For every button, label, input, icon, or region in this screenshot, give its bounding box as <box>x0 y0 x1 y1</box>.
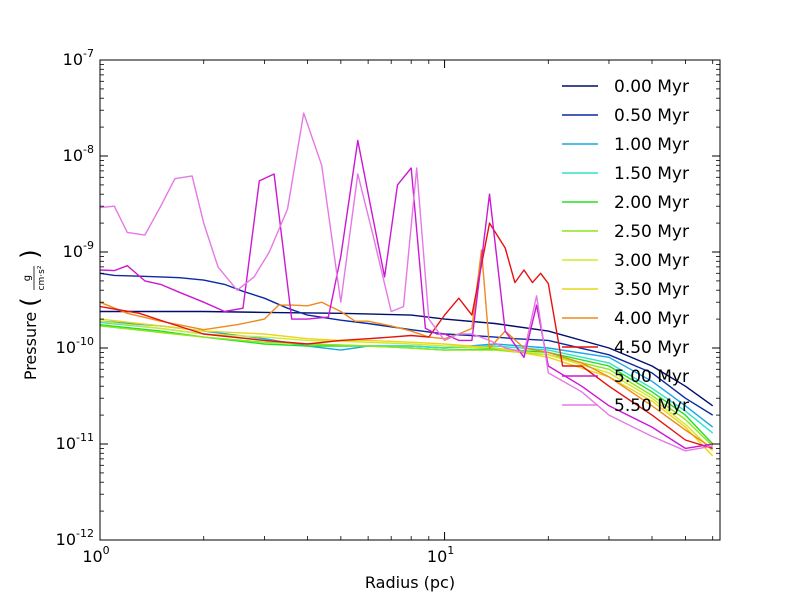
series-line-0-00-myr <box>100 310 714 407</box>
y-tick-label: 10-12 <box>56 527 94 549</box>
y-tick-label: 10-9 <box>63 239 94 261</box>
legend-label: 4.50 Myr <box>614 338 689 358</box>
legend: 0.00 Myr 0.50 Myr 1.00 Myr 1.50 Myr 2.00 Myr… <box>562 77 689 416</box>
legend-label: 1.00 Myr <box>614 135 689 155</box>
series-line-4-50-myr <box>100 222 713 450</box>
svg-text:g: g <box>22 275 33 281</box>
y-tick-label: 10-11 <box>56 431 94 453</box>
legend-label: 2.00 Myr <box>614 193 689 213</box>
series-line-2-50-myr <box>100 325 714 447</box>
y-tick-label: 10-7 <box>63 47 94 69</box>
legend-label: 2.50 Myr <box>614 222 689 242</box>
x-tick-label: 100 <box>82 544 109 566</box>
series-layer <box>100 112 714 457</box>
legend-label: 4.00 Myr <box>614 309 689 329</box>
series-line-5-50-myr <box>100 112 713 452</box>
legend-label: 0.50 Myr <box>614 106 689 126</box>
y-axis-label: Pressure ( g cm·s² ) <box>16 249 47 380</box>
y-tick-label: 10-10 <box>56 335 94 357</box>
svg-text:Pressure: Pressure <box>21 312 40 380</box>
series-line-4-00-myr <box>100 249 714 449</box>
legend-label: 5.00 Myr <box>614 367 689 387</box>
legend-label: 3.50 Myr <box>614 280 689 300</box>
x-tick-label: 101 <box>427 544 454 566</box>
x-axis-label: Radius (pc) <box>365 573 455 592</box>
svg-text:(: ( <box>16 297 44 306</box>
legend-label: 5.50 Myr <box>614 396 689 416</box>
series-line-0-50-myr <box>100 272 714 416</box>
legend-label: 0.00 Myr <box>614 77 689 97</box>
svg-text:): ) <box>16 249 44 258</box>
svg-text:cm·s²: cm·s² <box>37 265 47 290</box>
series-line-3-50-myr <box>100 318 714 457</box>
plot-area-frame <box>99 59 721 541</box>
y-tick-label: 10-8 <box>63 143 94 165</box>
legend-label: 1.50 Myr <box>614 164 689 184</box>
legend-label: 3.00 Myr <box>614 251 689 271</box>
